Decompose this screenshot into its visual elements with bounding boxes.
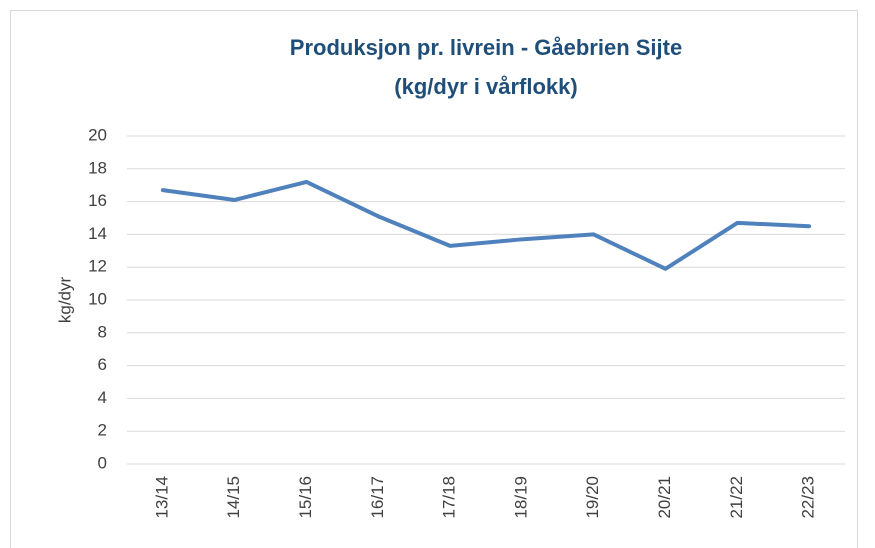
- y-tick-label: 2: [98, 421, 107, 440]
- x-tick-label: 21/22: [727, 476, 746, 519]
- x-tick-label: 15/16: [296, 476, 315, 519]
- x-tick-label: 19/20: [583, 476, 602, 519]
- y-tick-label: 14: [88, 224, 107, 243]
- x-tick-label: 22/23: [799, 476, 818, 519]
- x-tick-label: 17/18: [440, 476, 459, 519]
- y-tick-label: 6: [98, 355, 107, 374]
- x-tick-label: 18/19: [511, 476, 530, 519]
- y-tick-label: 18: [88, 158, 107, 177]
- y-tick-label: 0: [98, 453, 107, 472]
- chart-title: Produksjon pr. livrein - Gåebrien Sijte: [290, 35, 682, 60]
- y-tick-label: 4: [98, 388, 107, 407]
- y-tick-label: 10: [88, 289, 107, 308]
- line: [160, 179, 812, 271]
- y-axis-label: kg/dyr: [55, 277, 74, 324]
- y-tick-label: 8: [98, 322, 107, 341]
- y-tick-label: 20: [88, 125, 107, 144]
- y-tick-label: 12: [88, 257, 107, 276]
- x-tick-label: 16/17: [368, 476, 387, 519]
- chart-subtitle: (kg/dyr i vårflokk): [394, 74, 577, 99]
- y-tick-label: 16: [88, 191, 107, 210]
- x-tick-label: 13/14: [152, 476, 171, 519]
- chart-border: [10, 10, 858, 548]
- x-tick-label: 14/15: [224, 476, 243, 519]
- x-tick-label: 20/21: [655, 476, 674, 519]
